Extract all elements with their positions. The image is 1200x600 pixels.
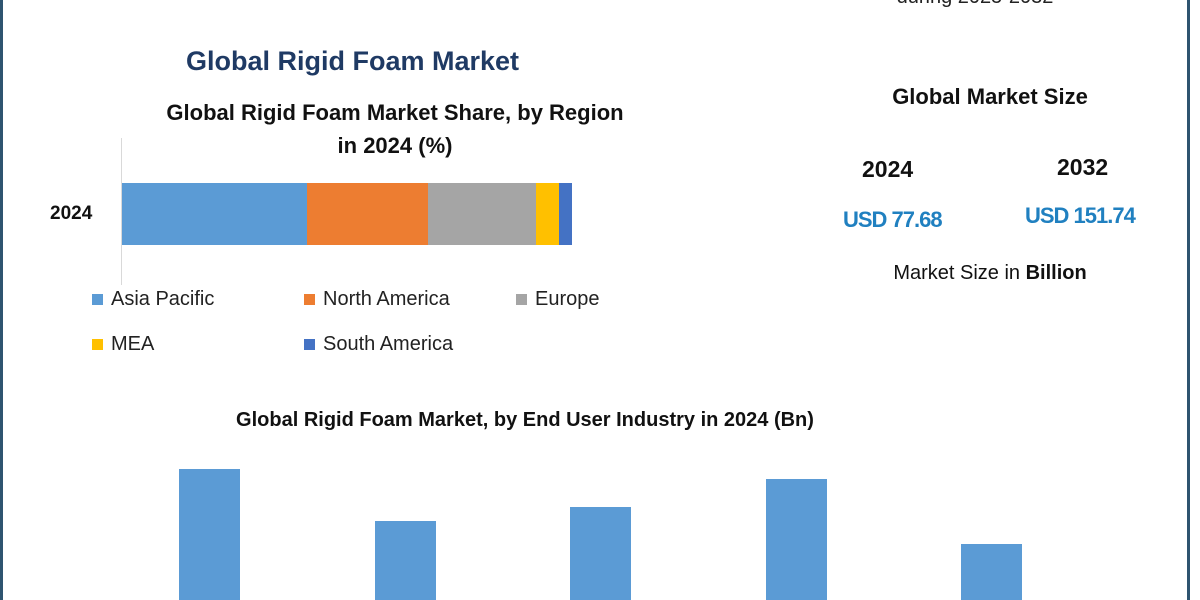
industry-bar xyxy=(570,507,631,600)
frame-border-left xyxy=(0,0,3,600)
market-size-title: Global Market Size xyxy=(892,84,1088,109)
legend-swatch xyxy=(92,294,103,305)
industry-bar xyxy=(961,544,1022,600)
bar-segment-mea xyxy=(536,183,559,245)
unit-prefix: Market Size in xyxy=(893,262,1026,284)
frame-border-right xyxy=(1187,0,1190,600)
bar-segment-south-america xyxy=(558,183,572,245)
market-year-2032: 2032 xyxy=(1057,154,1109,180)
region-chart-axis xyxy=(121,138,122,285)
industry-chart-title: Global Rigid Foam Market, by End User In… xyxy=(236,409,814,431)
market-year-2024: 2024 xyxy=(862,156,914,182)
legend-label: Asia Pacific xyxy=(111,288,215,310)
legend-label: North America xyxy=(323,288,450,310)
region-chart-title-line2: in 2024 (%) xyxy=(337,133,453,158)
market-value-2024: USD 77.68 xyxy=(843,207,943,232)
market-size-unit: Market Size in Billion xyxy=(840,262,1140,285)
legend-swatch xyxy=(516,294,527,305)
legend-label: Europe xyxy=(535,288,600,310)
market-value-2032: USD 151.74 xyxy=(1025,203,1136,228)
region-chart-title-line1: Global Rigid Foam Market Share, by Regio… xyxy=(166,100,624,125)
page-title: Global Rigid Foam Market xyxy=(185,46,520,76)
industry-bar xyxy=(374,521,436,600)
bar-segment-asia-pacific xyxy=(122,183,307,245)
legend-swatch xyxy=(304,339,315,350)
legend-label: South America xyxy=(323,333,454,355)
unit-bold: Billion xyxy=(1025,262,1087,284)
region-chart-category-label: 2024 xyxy=(50,203,93,224)
forecast-period-text: during 2025-2032 xyxy=(880,0,1070,9)
legend-swatch xyxy=(92,339,103,350)
legend-item: MEA xyxy=(92,333,154,356)
region-chart-title: Global Rigid Foam Market Share, by Regio… xyxy=(130,96,660,162)
industry-bar xyxy=(765,479,827,600)
legend-item: South America xyxy=(304,333,453,356)
legend-item: Europe xyxy=(516,288,600,311)
legend-item: Asia Pacific xyxy=(92,288,214,311)
legend-item: North America xyxy=(304,288,450,311)
bar-segment-europe xyxy=(428,183,536,245)
legend-label: MEA xyxy=(111,333,155,355)
bar-segment-north-america xyxy=(306,183,428,245)
industry-bar xyxy=(179,469,240,600)
legend-swatch xyxy=(304,294,315,305)
